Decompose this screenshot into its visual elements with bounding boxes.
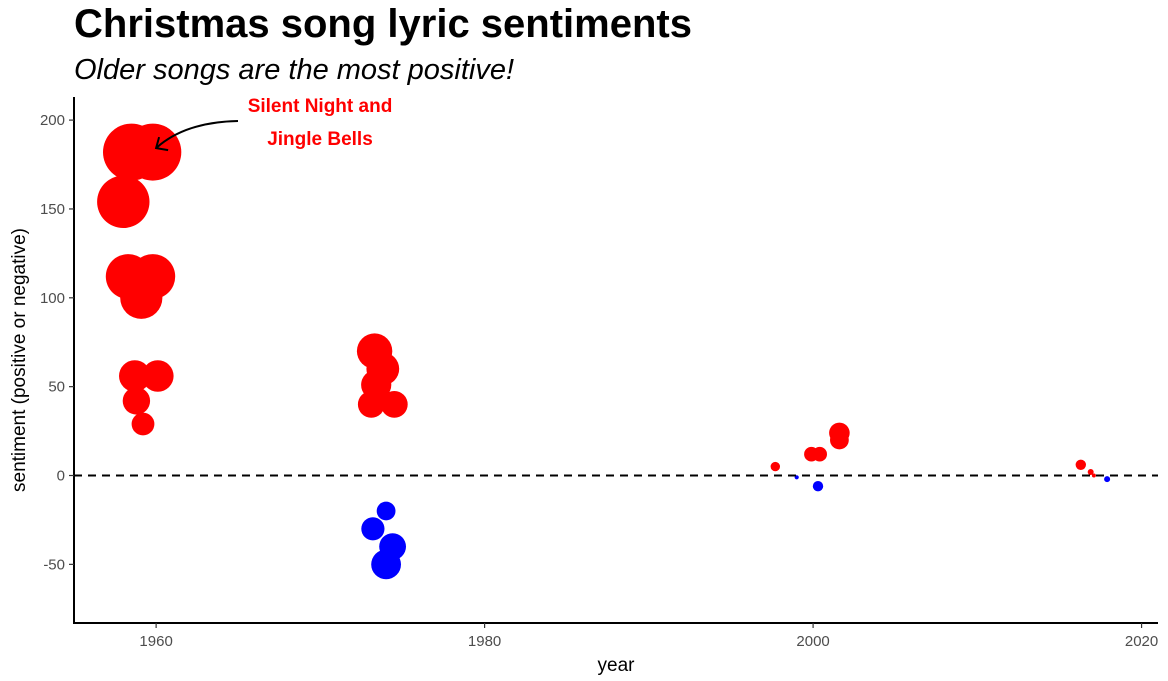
data-point: [830, 430, 849, 450]
x-tick-label: 1980: [468, 633, 501, 650]
y-tick-label: -50: [43, 556, 65, 573]
data-point: [120, 276, 163, 319]
y-tick-label: 100: [40, 290, 65, 307]
data-point: [376, 501, 396, 521]
chart-title: Christmas song lyric sentiments: [74, 2, 692, 46]
annotation-arrow: [155, 120, 239, 149]
annotation-arrowhead: [154, 136, 169, 152]
x-axis-title: year: [598, 655, 636, 676]
data-point: [361, 517, 385, 541]
data-point: [380, 391, 408, 418]
data-point: [124, 123, 182, 181]
y-tick-label: 0: [57, 468, 65, 485]
y-tick-label: 50: [48, 379, 65, 396]
data-point: [131, 412, 155, 436]
data-point: [122, 387, 151, 415]
x-tick-label: 2000: [796, 633, 829, 650]
data-point: [357, 391, 385, 418]
y-tick-label: 150: [40, 201, 65, 218]
points-layer: [97, 123, 1111, 580]
data-point: [812, 481, 824, 492]
data-point: [1104, 476, 1111, 483]
y-tick-label: 200: [40, 112, 65, 129]
x-tick-label: 1960: [139, 633, 172, 650]
x-tick-label: 2020: [1125, 633, 1158, 650]
axes-layer: -50 0 50 100 150 200 1960 1980 2000 2020: [40, 97, 1158, 650]
data-point: [812, 446, 827, 462]
annotation-line-1: Silent Night and: [248, 96, 393, 117]
annotation-line-2: Jingle Bells: [267, 129, 373, 150]
data-point: [142, 360, 174, 392]
data-point: [1087, 469, 1094, 475]
chart-subtitle: Older songs are the most positive!: [74, 54, 515, 86]
data-point: [119, 360, 151, 392]
data-point: [770, 461, 780, 472]
data-point: [1075, 459, 1087, 470]
data-point: [1091, 473, 1096, 478]
data-point: [371, 549, 401, 580]
y-axis-title: sentiment (positive or negative): [9, 228, 30, 492]
annotation-layer: Silent Night and Jingle Bells: [154, 96, 393, 152]
data-point: [97, 175, 150, 228]
